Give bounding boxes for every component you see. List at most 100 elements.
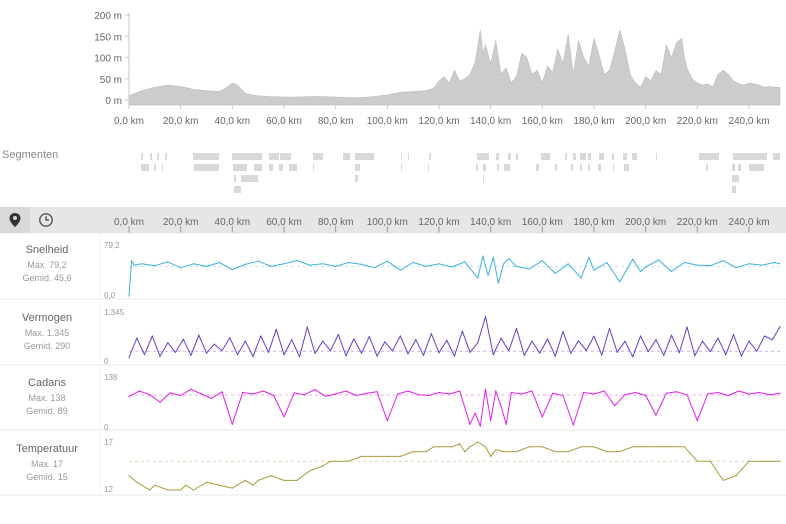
elevation-x-tick-label: 0,0 km [114, 116, 144, 127]
power-name: Vermogen [21, 312, 73, 324]
power-point [438, 352, 440, 354]
cadence-point [676, 391, 678, 393]
segment-bar [476, 164, 478, 171]
segment-bar [157, 153, 159, 160]
speed-point [487, 274, 489, 276]
cadence-point [448, 393, 450, 395]
cadence-point [572, 424, 574, 426]
segment-bar [598, 164, 601, 171]
power-point [159, 355, 161, 357]
temperature-point [322, 465, 324, 467]
speed-chart[interactable]: 79,2 0,0 [104, 241, 781, 300]
power-point [229, 337, 231, 339]
power-point [182, 338, 184, 340]
cadence-name: Cadans [28, 377, 66, 389]
power-point [725, 354, 727, 356]
cadence-point [159, 401, 161, 403]
cadence-point [779, 392, 781, 394]
cadence-point [495, 390, 497, 392]
distance-view-button[interactable] [0, 207, 30, 233]
speed-point [696, 264, 698, 266]
segments-strip[interactable] [141, 153, 780, 193]
temperature-point [683, 446, 686, 448]
speed-point [133, 264, 135, 266]
power-chart[interactable]: 1.345 0 [104, 308, 781, 366]
temperature-y-max-label: 17 [104, 438, 113, 447]
power-point [601, 354, 603, 356]
power-point [593, 335, 595, 337]
temperature-point [619, 451, 621, 453]
power-y-min-label: 0 [104, 357, 109, 366]
temperature-point [515, 451, 518, 453]
temperature-series-line [128, 441, 780, 491]
speed-name: Snelheid [25, 244, 69, 256]
power-point [244, 340, 246, 342]
temperature-point [373, 455, 375, 457]
elevation-x-tick-label: 20,0 km [163, 116, 199, 127]
cadence-series-line [128, 388, 781, 427]
segment-bar [699, 153, 719, 160]
power-point [337, 333, 339, 336]
cadence-point [355, 394, 357, 397]
power-point [655, 339, 657, 341]
power-point [314, 352, 316, 354]
segment-bar [508, 153, 511, 160]
segment-bar [289, 164, 297, 171]
distance-tick-label: 40,0 km [215, 217, 251, 228]
segment-bar [497, 164, 499, 171]
power-point [732, 333, 735, 336]
power-point [492, 354, 494, 356]
cadence-point [645, 394, 647, 397]
power-point [717, 337, 719, 339]
segment-bar [656, 153, 657, 160]
temperature-point [779, 460, 781, 462]
temperature-point [193, 489, 195, 491]
segment-bar [279, 164, 283, 171]
power-point [306, 326, 308, 328]
speed-point [167, 261, 169, 263]
power-point [430, 333, 432, 335]
segment-bar [141, 153, 143, 160]
speed-point [722, 260, 724, 262]
cadence-point [283, 416, 285, 418]
cadence-point [407, 390, 409, 392]
power-point [453, 355, 456, 357]
speed-point [373, 267, 375, 269]
speed-point [606, 261, 608, 264]
segment-bar [193, 153, 219, 160]
segment-bar [429, 153, 431, 160]
speed-point [231, 269, 233, 271]
segment-bar [428, 164, 429, 171]
segment-bar [233, 164, 247, 171]
temperature-point [459, 443, 461, 445]
segment-bar [733, 153, 767, 160]
elevation-y-tick-label: 0 m [105, 96, 122, 107]
cadence-point [484, 388, 487, 390]
temperature-point [252, 484, 254, 486]
elevation-chart[interactable]: 0 m 50 m 100 m 150 m 200 m 0,0 km 20,0 km 40,0… [94, 11, 781, 127]
cadence-point [200, 393, 202, 395]
power-point [748, 340, 750, 342]
segment-bar [241, 175, 258, 182]
cadence-point [510, 391, 512, 394]
segment-bar [483, 175, 484, 182]
elevation-x-tick-label: 80,0 km [318, 116, 354, 127]
power-point [670, 334, 673, 336]
speed-point [528, 268, 531, 270]
power-point [763, 335, 766, 337]
temperature-point [399, 455, 401, 457]
cadence-label: Cadans Max. 138 Gemid. 89 [0, 377, 94, 418]
temperature-point [748, 460, 750, 462]
cadence-point [221, 391, 223, 393]
speed-point [399, 269, 401, 271]
cadence-chart[interactable]: 138 0 [104, 373, 781, 432]
cadence-max: Max. 138 [28, 393, 66, 403]
distance-tick-label: 20,0 km [163, 217, 199, 228]
power-point [151, 335, 153, 337]
power-point [539, 352, 541, 354]
time-view-button[interactable] [31, 207, 61, 233]
segment-bar [408, 153, 409, 160]
temperature-point [360, 455, 363, 457]
segment-bar [555, 164, 557, 171]
